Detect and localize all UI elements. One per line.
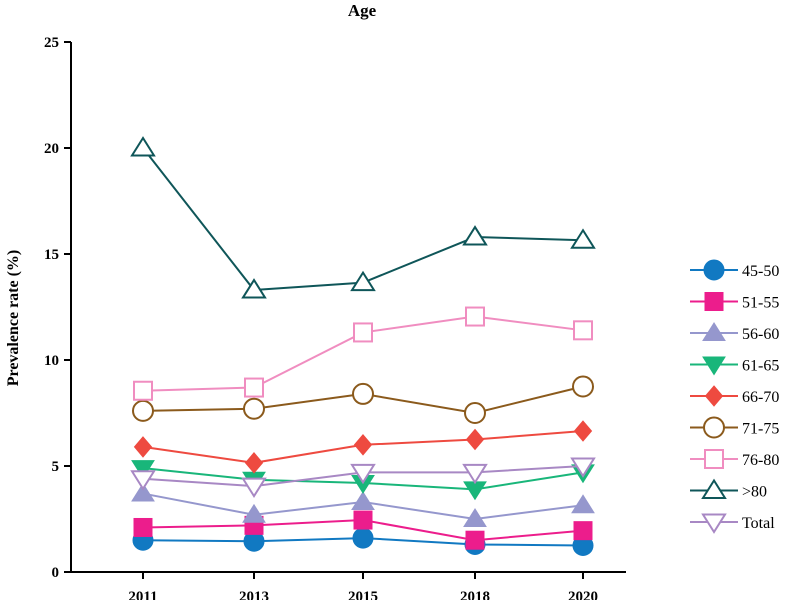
legend-item-61-65: 61-65 bbox=[690, 356, 779, 376]
data-point-71-75 bbox=[572, 375, 594, 398]
legend-marker bbox=[704, 292, 724, 311]
legend-item-45-50: 45-50 bbox=[690, 259, 779, 281]
data-point-51-55 bbox=[133, 517, 153, 537]
series-45-50 bbox=[132, 527, 594, 556]
series-76-80 bbox=[133, 306, 593, 401]
chart-title: Age bbox=[348, 1, 377, 20]
data-point-56-60 bbox=[351, 491, 375, 511]
data-point-76-80 bbox=[465, 306, 485, 327]
data-point-61-65 bbox=[463, 481, 487, 501]
x-tick-label: 2013 bbox=[239, 589, 269, 600]
y-axis-label: Prevalence rate (%) bbox=[5, 250, 22, 387]
data-point-66-70 bbox=[465, 428, 485, 451]
legend-label: Total bbox=[742, 515, 775, 532]
legend-label: 61-65 bbox=[742, 358, 779, 375]
legend-marker bbox=[704, 449, 724, 469]
data-point-51-55 bbox=[573, 521, 593, 541]
x-tick-label: 2020 bbox=[568, 589, 598, 600]
legend-label: >80 bbox=[742, 484, 767, 501]
legend-marker bbox=[704, 385, 724, 407]
data-point-51-55 bbox=[353, 510, 373, 530]
y-tick-label: 0 bbox=[52, 565, 60, 581]
y-tick-label: 15 bbox=[44, 247, 59, 263]
data-point-71-75 bbox=[464, 402, 486, 424]
series-total bbox=[130, 457, 596, 499]
x-tick-label: 2015 bbox=[348, 589, 378, 600]
data-point-71-75 bbox=[132, 399, 154, 422]
series-71-75 bbox=[132, 375, 594, 424]
legend-item-76-80: 76-80 bbox=[690, 449, 779, 469]
series-56-60 bbox=[131, 482, 595, 527]
data-point-76-80 bbox=[244, 377, 264, 398]
data-point-gt80 bbox=[462, 225, 488, 246]
data-point-gt80 bbox=[130, 136, 156, 157]
legend-marker bbox=[701, 513, 727, 534]
data-point-66-70 bbox=[133, 436, 153, 458]
x-tick-label: 2018 bbox=[460, 589, 490, 600]
legend-item-total: Total bbox=[690, 513, 775, 534]
legend-item-gt80: >80 bbox=[690, 478, 767, 501]
data-point-71-75 bbox=[243, 397, 265, 420]
legend-label: 71-75 bbox=[742, 421, 779, 438]
data-point-51-55 bbox=[465, 530, 485, 550]
data-point-71-75 bbox=[352, 382, 374, 405]
data-point-76-80 bbox=[573, 320, 593, 341]
series-layer bbox=[130, 136, 596, 556]
data-point-56-60 bbox=[131, 482, 155, 502]
data-point-total bbox=[350, 463, 376, 485]
data-point-56-60 bbox=[463, 508, 487, 527]
data-point-66-70 bbox=[573, 420, 593, 442]
data-point-gt80 bbox=[241, 278, 267, 299]
data-point-total bbox=[570, 457, 596, 478]
series-line-gt80 bbox=[142, 147, 584, 292]
data-point-gt80 bbox=[570, 228, 596, 249]
legend-item-66-70: 66-70 bbox=[690, 385, 779, 407]
legend-item-71-75: 71-75 bbox=[690, 416, 779, 439]
legend-label: 45-50 bbox=[742, 263, 779, 280]
y-tick-label: 10 bbox=[44, 353, 59, 369]
data-point-56-60 bbox=[242, 503, 266, 523]
data-point-61-65 bbox=[131, 460, 155, 480]
legend-marker bbox=[703, 259, 725, 281]
data-point-76-80 bbox=[353, 322, 373, 343]
data-point-total bbox=[130, 470, 156, 491]
legend-marker bbox=[702, 356, 726, 376]
data-point-76-80 bbox=[133, 380, 153, 401]
data-point-gt80 bbox=[350, 270, 376, 292]
axes: 0 5 10 15 20 25 2011 2013 2015 2018 2020 bbox=[44, 35, 626, 600]
data-point-45-50 bbox=[352, 527, 374, 549]
legend-item-56-60: 56-60 bbox=[690, 322, 779, 343]
data-point-total bbox=[462, 463, 488, 485]
y-tick-label: 25 bbox=[44, 35, 59, 51]
data-point-66-70 bbox=[244, 452, 264, 474]
legend-label: 66-70 bbox=[742, 389, 779, 406]
series-66-70 bbox=[133, 420, 593, 474]
legend-marker bbox=[703, 416, 725, 439]
y-tick-label: 20 bbox=[44, 141, 59, 157]
legend-marker bbox=[702, 322, 726, 341]
legend: 45-50 51-55 56-60 61-65 66-70 71-75 76-80 >80 To… bbox=[690, 259, 779, 534]
x-tick-label: 2011 bbox=[128, 589, 157, 600]
legend-item-51-55: 51-55 bbox=[690, 292, 779, 312]
legend-marker bbox=[701, 478, 727, 499]
legend-label: 56-60 bbox=[742, 326, 779, 343]
data-point-66-70 bbox=[353, 434, 373, 456]
data-point-total bbox=[241, 477, 267, 499]
legend-label: 76-80 bbox=[742, 452, 779, 469]
series-gt80 bbox=[130, 136, 596, 299]
legend-label: 51-55 bbox=[742, 295, 779, 312]
y-tick-label: 5 bbox=[52, 459, 60, 475]
data-point-56-60 bbox=[571, 494, 595, 514]
